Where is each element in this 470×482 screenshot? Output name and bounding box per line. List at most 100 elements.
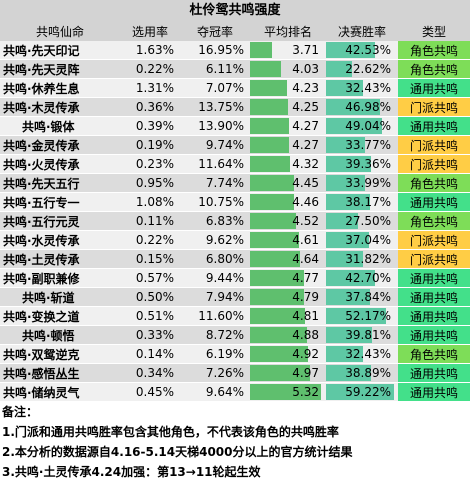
notes-section: 备注： 1.门派和通用共鸣胜率包含其他角色，不代表该角色的共鸣胜率 2.本分析的… xyxy=(0,402,470,482)
cell-avg-rank: 4.27 xyxy=(250,135,326,155)
rank-bar xyxy=(250,384,321,400)
cell-name: 共鸣·火灵传承 xyxy=(0,154,120,174)
rank-value: 4.77 xyxy=(292,271,319,285)
header-row: 共鸣仙命 选用率 夺冠率 平均排名 决赛胜率 类型 xyxy=(0,22,470,41)
cell-win-rate: 7.74% xyxy=(180,173,250,193)
cell-pick-rate: 0.19% xyxy=(120,135,180,155)
final-win-value: 38.89% xyxy=(345,366,391,380)
cell-pick-rate: 0.57% xyxy=(120,268,180,288)
note-line: 2.本分析的数据源自4.16-5.14天梯4000分以上的官方统计结果 xyxy=(2,445,353,459)
rank-bar xyxy=(250,365,310,381)
cell-pick-rate: 0.34% xyxy=(120,363,180,383)
cell-type-badge: 角色共鸣 xyxy=(398,173,470,193)
final-win-value: 33.99% xyxy=(345,176,391,190)
cell-type-badge: 通用共鸣 xyxy=(398,325,470,345)
cell-name: 共鸣·锻体 xyxy=(0,116,120,136)
table-row: 共鸣·先天印记 1.63% 16.95% 3.71 42.53% 角色共鸣 xyxy=(0,41,470,60)
cell-avg-rank: 4.46 xyxy=(250,192,326,212)
rank-value: 4.45 xyxy=(292,176,319,190)
table-row: 共鸣·木灵传承 0.36% 13.75% 4.25 46.98% 门派共鸣 xyxy=(0,97,470,117)
table-row: 共鸣·金灵传承 0.19% 9.74% 4.27 33.77% 门派共鸣 xyxy=(0,135,470,155)
table-body: 共鸣·先天印记 1.63% 16.95% 3.71 42.53% 角色共鸣 共鸣·先天灵阵 0… xyxy=(0,41,470,402)
cell-avg-rank: 4.88 xyxy=(250,325,326,345)
cell-type-badge: 通用共鸣 xyxy=(398,382,470,402)
final-win-bar xyxy=(326,137,365,153)
table-row: 共鸣·感悟丛生 0.34% 7.26% 4.97 38.89% 通用共鸣 xyxy=(0,363,470,383)
cell-avg-rank: 4.23 xyxy=(250,78,326,98)
cell-final-win: 38.89% xyxy=(326,363,398,383)
rank-value: 4.27 xyxy=(292,138,319,152)
final-win-value: 37.04% xyxy=(345,233,391,247)
header-final-win: 决赛胜率 xyxy=(326,22,398,41)
final-win-value: 27.50% xyxy=(345,214,391,228)
final-win-bar xyxy=(326,156,372,172)
final-win-value: 52.17% xyxy=(345,309,391,323)
rank-value: 4.46 xyxy=(292,195,319,209)
final-win-bar xyxy=(326,327,372,343)
final-win-bar xyxy=(326,251,363,267)
rank-bar xyxy=(250,61,282,77)
cell-final-win: 46.98% xyxy=(326,97,398,117)
cell-win-rate: 13.75% xyxy=(180,97,250,117)
cell-name: 共鸣·变换之道 xyxy=(0,306,120,326)
cell-win-rate: 9.74% xyxy=(180,135,250,155)
cell-avg-rank: 4.61 xyxy=(250,230,326,250)
table-row: 共鸣·锻体 0.39% 13.90% 4.27 49.04% 通用共鸣 xyxy=(0,116,470,136)
note-line: 1.门派和通用共鸣胜率包含其他角色，不代表该角色的共鸣胜率 xyxy=(2,425,339,439)
final-win-value: 22.62% xyxy=(345,62,391,76)
cell-avg-rank: 4.32 xyxy=(250,154,326,174)
rank-bar xyxy=(250,308,306,324)
rank-value: 4.64 xyxy=(292,252,319,266)
cell-final-win: 32.43% xyxy=(326,344,398,364)
final-win-bar xyxy=(326,365,371,381)
cell-type-badge: 通用共鸣 xyxy=(398,363,470,383)
rank-bar xyxy=(250,137,289,153)
rank-value: 4.97 xyxy=(292,366,319,380)
final-win-bar xyxy=(326,42,375,58)
cell-win-rate: 9.64% xyxy=(180,382,250,402)
final-win-bar xyxy=(326,194,370,210)
rank-value: 3.71 xyxy=(292,43,319,57)
rank-bar xyxy=(250,270,304,286)
cell-type-badge: 门派共鸣 xyxy=(398,135,470,155)
cell-avg-rank: 4.52 xyxy=(250,211,326,231)
cell-name: 共鸣·先天灵阵 xyxy=(0,59,120,79)
cell-type-badge: 角色共鸣 xyxy=(398,59,470,79)
table-row: 共鸣·休养生息 1.31% 7.07% 4.23 32.43% 通用共鸣 xyxy=(0,78,470,98)
cell-final-win: 37.84% xyxy=(326,287,398,307)
cell-pick-rate: 1.63% xyxy=(120,41,180,60)
cell-avg-rank: 4.92 xyxy=(250,344,326,364)
cell-final-win: 42.53% xyxy=(326,41,398,60)
cell-name: 共鸣·感悟丛生 xyxy=(0,363,120,383)
cell-final-win: 39.81% xyxy=(326,325,398,345)
final-win-bar xyxy=(326,80,364,96)
resonance-table: 共鸣仙命 选用率 夺冠率 平均排名 决赛胜率 类型 共鸣·先天印记 1.63% 16… xyxy=(0,22,470,402)
cell-final-win: 32.43% xyxy=(326,78,398,98)
final-win-value: 31.82% xyxy=(345,252,391,266)
rank-value: 4.23 xyxy=(292,81,319,95)
final-win-value: 59.22% xyxy=(345,385,391,399)
cell-final-win: 38.17% xyxy=(326,192,398,212)
table-row: 共鸣·火灵传承 0.23% 11.64% 4.32 39.36% 门派共鸣 xyxy=(0,154,470,174)
header-pick-rate: 选用率 xyxy=(120,22,180,41)
cell-final-win: 42.70% xyxy=(326,268,398,288)
cell-final-win: 39.36% xyxy=(326,154,398,174)
cell-type-badge: 门派共鸣 xyxy=(398,154,470,174)
cell-type-badge: 通用共鸣 xyxy=(398,116,470,136)
cell-name: 共鸣·顿悟 xyxy=(0,325,120,345)
cell-name: 共鸣·水灵传承 xyxy=(0,230,120,250)
final-win-value: 32.43% xyxy=(345,81,391,95)
cell-pick-rate: 0.50% xyxy=(120,287,180,307)
cell-type-badge: 通用共鸣 xyxy=(398,268,470,288)
cell-win-rate: 6.80% xyxy=(180,249,250,269)
notes-heading: 备注： xyxy=(2,405,39,419)
cell-final-win: 49.04% xyxy=(326,116,398,136)
cell-win-rate: 8.72% xyxy=(180,325,250,345)
cell-win-rate: 7.26% xyxy=(180,363,250,383)
rank-bar xyxy=(250,118,289,134)
cell-type-badge: 通用共鸣 xyxy=(398,287,470,307)
cell-avg-rank: 3.71 xyxy=(250,41,326,60)
table-row: 共鸣·双鸳逆克 0.14% 6.19% 4.92 32.43% 角色共鸣 xyxy=(0,344,470,364)
cell-win-rate: 13.90% xyxy=(180,116,250,136)
final-win-value: 38.17% xyxy=(345,195,391,209)
